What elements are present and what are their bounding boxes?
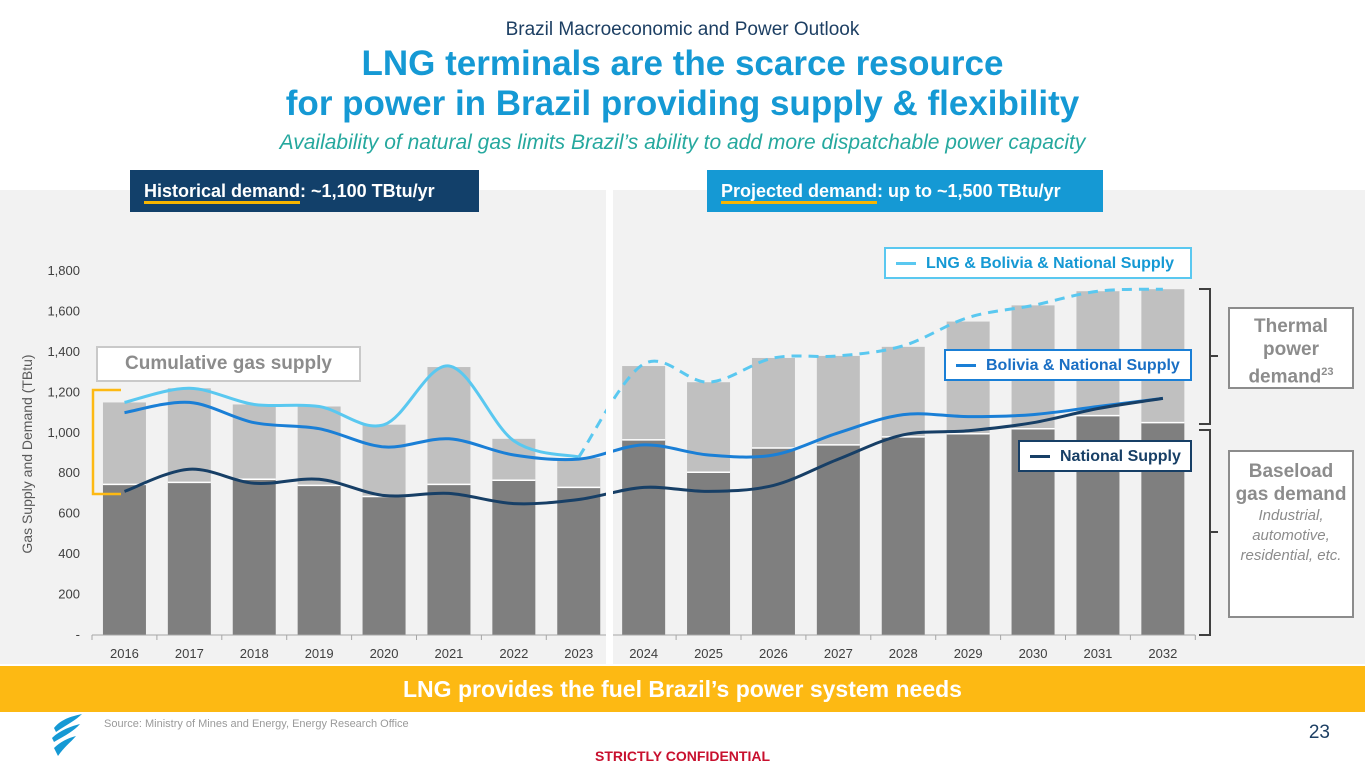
historical-demand-label: Historical demand <box>144 181 301 204</box>
bar-thermal-2022 <box>492 438 536 481</box>
x-tick-label-2020: 2020 <box>370 646 399 661</box>
line-bolivia-national <box>124 396 1164 462</box>
legend-bolivia-text: Bolivia & National Supply <box>986 357 1180 374</box>
x-tick-label-2026: 2026 <box>759 646 788 661</box>
bar-thermal-2026 <box>751 357 795 448</box>
legend-lng-text: LNG & Bolivia & National Supply <box>926 255 1175 272</box>
y-tick-label-200: 200 <box>58 587 80 602</box>
bar-baseload-2021 <box>427 484 471 635</box>
bar-baseload-2016 <box>102 484 146 635</box>
line-national <box>123 396 1164 506</box>
baseload-title: Baseload gas demand <box>1235 461 1347 505</box>
bar-thermal-2025 <box>687 382 731 473</box>
bar-baseload-2028 <box>881 436 925 635</box>
legend-national-text: National Supply <box>1060 448 1181 465</box>
x-tick-label-2032: 2032 <box>1148 646 1177 661</box>
baseload-brace <box>1199 429 1218 636</box>
legend-bolivia-swatch <box>956 364 976 367</box>
x-tick-label-2029: 2029 <box>954 646 983 661</box>
company-logo-icon <box>52 714 82 756</box>
historical-demand-tag: Historical demand: ~1,100 TBtu/yr <box>130 170 479 212</box>
y-tick-label-1600: 1,600 <box>47 303 80 318</box>
bar-baseload-2020 <box>362 496 406 635</box>
legend-national-swatch <box>1030 455 1050 458</box>
y-tick-label-1200: 1,200 <box>47 384 80 399</box>
y-tick-label-400: 400 <box>58 546 80 561</box>
y-tick-label-600: 600 <box>58 506 80 521</box>
baseload-description: Industrial, automotive, residential, etc… <box>1240 507 1342 564</box>
axis-layer: 2016 2017 2018 2019 2020 2021 2022 2023 2024 2025… <box>47 263 1196 661</box>
bar-thermal-2021 <box>427 367 471 485</box>
source-note: Source: Ministry of Mines and Energy, En… <box>104 718 409 730</box>
slide-title: LNG terminals are the scarce resource fo… <box>0 44 1365 124</box>
x-tick-label-2030: 2030 <box>1019 646 1048 661</box>
legend-lng-swatch <box>896 262 916 265</box>
historical-demand-value: : ~1,100 TBtu/yr <box>300 181 435 201</box>
confidential-notice: STRICTLY CONFIDENTIAL <box>594 748 770 764</box>
bar-baseload-2023 <box>557 487 601 635</box>
slide-subtitle: Availability of natural gas limits Brazi… <box>279 131 1086 154</box>
y-tick-label-1400: 1,400 <box>47 344 80 359</box>
title-line-2: for power in Brazil providing supply & f… <box>285 84 1080 123</box>
x-tick-label-2027: 2027 <box>824 646 853 661</box>
annotations-layer <box>91 190 1218 664</box>
thermal-power-demand-title: Thermal power demand23 <box>1230 315 1352 388</box>
bar-baseload-2022 <box>492 480 536 635</box>
bar-baseload-2029 <box>946 433 990 635</box>
bar-baseload-2017 <box>167 482 211 635</box>
y-tick-label-800: 800 <box>58 465 80 480</box>
projected-demand-value: : up to ~1,500 TBtu/yr <box>877 181 1061 201</box>
bottom-banner: LNG provides the fuel Brazil’s power sys… <box>0 666 1365 712</box>
lines-layer <box>123 287 1164 506</box>
y-tick-label-1800: 1,800 <box>47 263 80 278</box>
x-tick-label-2019: 2019 <box>305 646 334 661</box>
line-lng-bolivia-national-projected <box>577 287 1163 458</box>
cumulative-supply-bracket <box>91 388 121 496</box>
bar-thermal-2019 <box>297 406 341 486</box>
bar-thermal-2027 <box>816 355 860 445</box>
bar-thermal-2018 <box>232 404 276 480</box>
bar-baseload-2024 <box>622 439 666 635</box>
title-line-1: LNG terminals are the scarce resource <box>361 44 1004 83</box>
line-lng-bolivia-national-historical <box>124 364 580 459</box>
legend-lng-bolivia-national: LNG & Bolivia & National Supply <box>884 247 1192 279</box>
legend-bolivia-national: Bolivia & National Supply <box>944 349 1192 381</box>
x-tick-label-2023: 2023 <box>564 646 593 661</box>
bar-thermal-2016 <box>102 402 146 485</box>
projected-demand-tag: Projected demand: up to ~1,500 TBtu/yr <box>707 170 1103 212</box>
x-tick-label-2024: 2024 <box>629 646 658 661</box>
slide-kicker: Brazil Macroeconomic and Power Outlook <box>505 19 860 40</box>
x-tick-label-2016: 2016 <box>110 646 139 661</box>
x-tick-label-2017: 2017 <box>175 646 204 661</box>
x-tick-label-2018: 2018 <box>240 646 269 661</box>
thermal-power-demand-box: Thermal power demand23 <box>1228 307 1354 389</box>
x-tick-label-2028: 2028 <box>889 646 918 661</box>
legend-national: National Supply <box>1018 440 1192 472</box>
bar-baseload-2019 <box>297 485 341 635</box>
bar-thermal-2020 <box>362 424 406 497</box>
x-tick-label-2025: 2025 <box>694 646 723 661</box>
bar-thermal-2023 <box>557 458 601 488</box>
x-tick-label-2031: 2031 <box>1083 646 1112 661</box>
projected-demand-label: Projected demand <box>721 181 878 204</box>
cumulative-gas-supply-label: Cumulative gas supply <box>96 346 361 382</box>
bar-thermal-2028 <box>881 346 925 437</box>
thermal-brace <box>1199 288 1218 425</box>
thermal-title-text: Thermal power demand <box>1248 316 1328 388</box>
bar-baseload-2018 <box>232 479 276 635</box>
page-number: 23 <box>1308 722 1330 743</box>
bar-baseload-2026 <box>751 447 795 635</box>
period-divider <box>606 190 613 664</box>
x-tick-label-2022: 2022 <box>499 646 528 661</box>
x-tick-label-2021: 2021 <box>434 646 463 661</box>
y-tick-label-0: - <box>76 627 80 642</box>
bar-baseload-2027 <box>816 444 860 635</box>
y-tick-label-1000: 1,000 <box>47 425 80 440</box>
bar-baseload-2025 <box>687 472 731 635</box>
thermal-footnote: 23 <box>1321 366 1334 378</box>
baseload-gas-demand-box: Baseload gas demand Industrial, automoti… <box>1228 450 1354 618</box>
